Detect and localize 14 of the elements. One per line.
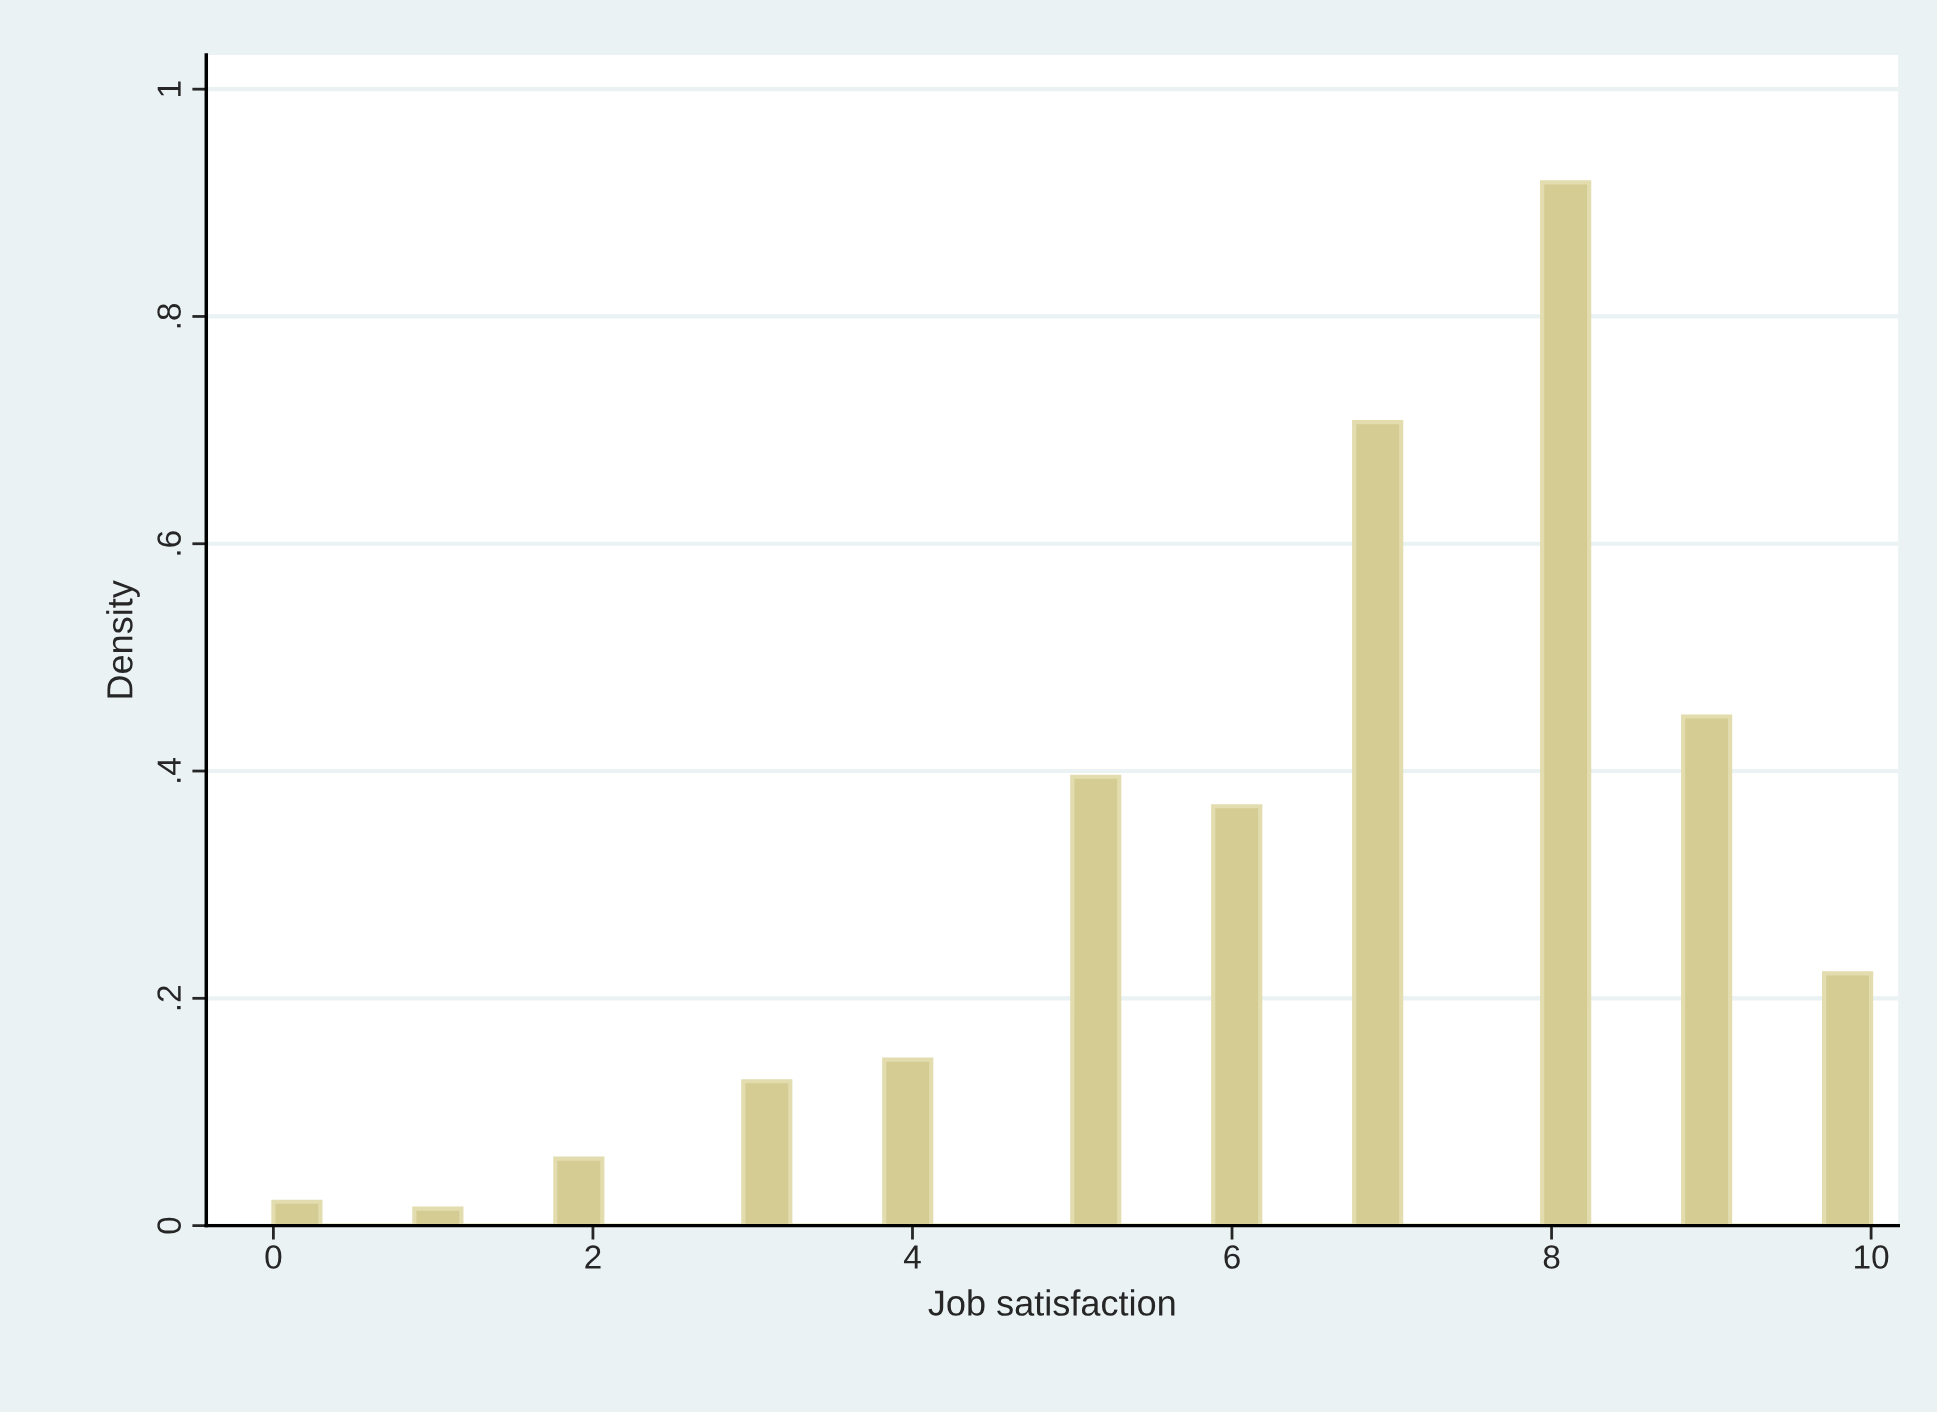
x-tick-label: 8	[1543, 1245, 1560, 1269]
x-tick-label: 2	[585, 1245, 601, 1269]
y-tick-label: .8	[157, 304, 181, 328]
y-tick-label: .6	[157, 531, 181, 555]
x-axis-title: Job satisfaction	[928, 1289, 1175, 1316]
y-tick-label: .2	[157, 986, 181, 1010]
x-tick-label: 10	[1855, 1245, 1889, 1269]
x-tick-label: 6	[1224, 1245, 1240, 1269]
x-tick-label: 4	[903, 1245, 921, 1269]
y-tick-label: 0	[157, 1217, 181, 1234]
y-axis-title: Density	[106, 580, 140, 698]
y-tick-label: .4	[157, 758, 181, 782]
y-tick-label: 1	[157, 81, 181, 96]
x-tick-label: 0	[265, 1245, 282, 1269]
